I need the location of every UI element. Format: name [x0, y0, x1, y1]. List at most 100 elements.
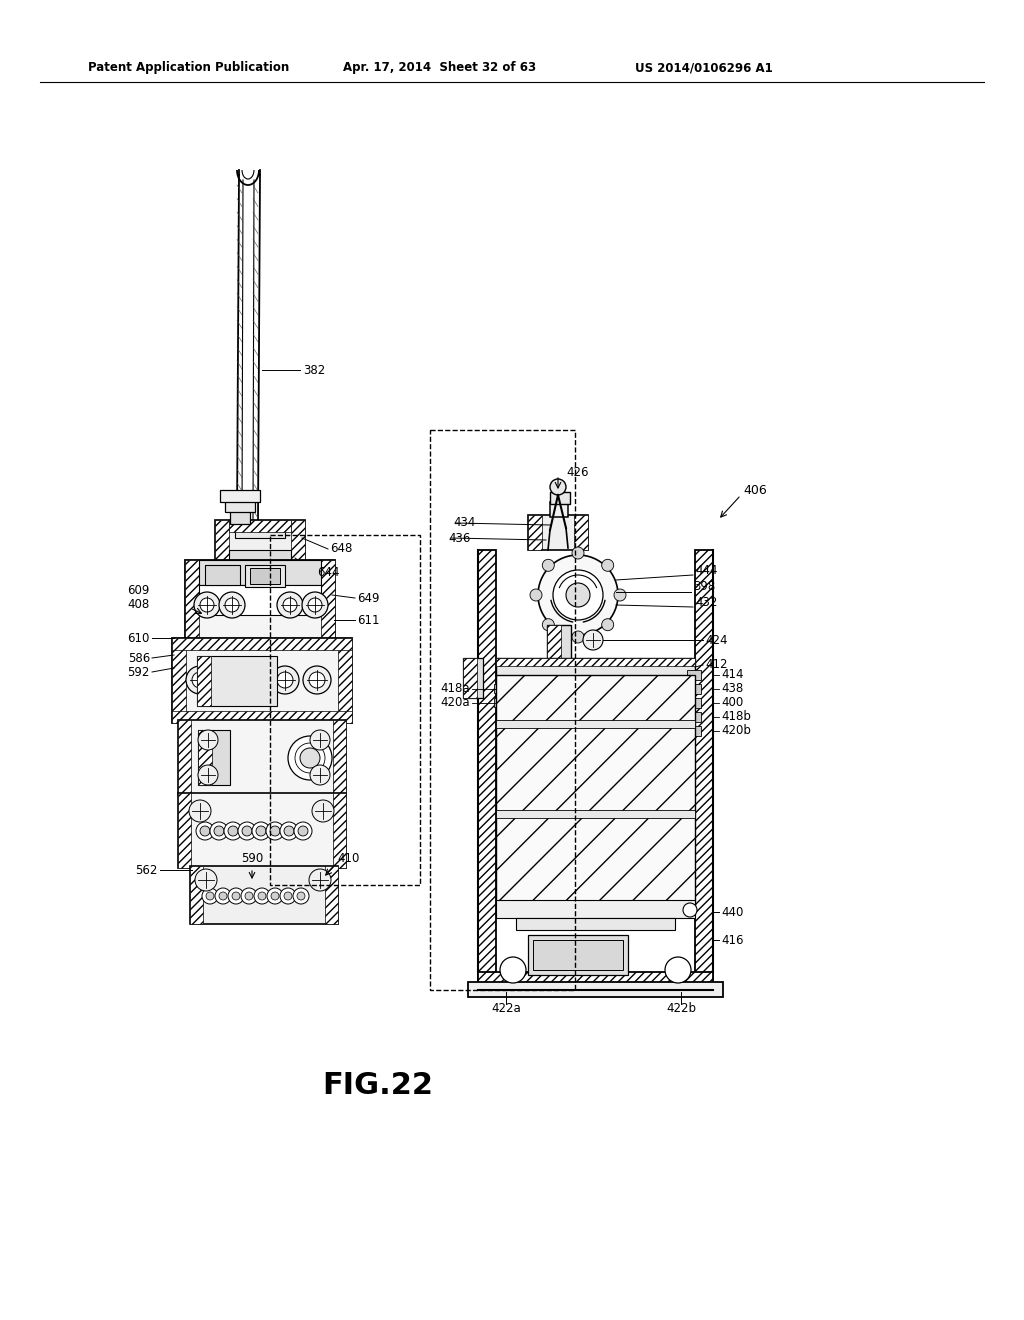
Circle shape [543, 560, 554, 572]
Bar [496, 657, 695, 676]
Bar [245, 565, 285, 587]
Bar [172, 711, 352, 723]
Bar [270, 535, 420, 884]
Bar [687, 698, 701, 708]
Bar [234, 520, 285, 539]
Bar [463, 657, 477, 698]
Bar [338, 638, 352, 723]
Text: 418b: 418b [721, 710, 751, 723]
Text: FIG.22: FIG.22 [323, 1071, 433, 1100]
Circle shape [602, 560, 613, 572]
Text: 562: 562 [135, 863, 158, 876]
Circle shape [258, 892, 266, 900]
Circle shape [245, 892, 253, 900]
Circle shape [302, 591, 328, 618]
Text: 590: 590 [241, 851, 263, 865]
Text: 648: 648 [330, 543, 352, 556]
Circle shape [218, 667, 246, 694]
Text: 408: 408 [128, 598, 150, 611]
Text: 592: 592 [128, 665, 150, 678]
Circle shape [614, 589, 626, 601]
Bar [215, 520, 229, 565]
Circle shape [224, 672, 240, 688]
Bar [496, 657, 695, 667]
Bar [496, 810, 695, 818]
Circle shape [202, 888, 218, 904]
Bar [225, 500, 255, 512]
Bar [547, 624, 561, 660]
Bar [185, 560, 335, 640]
Bar [550, 502, 568, 517]
Circle shape [297, 892, 305, 900]
Bar [198, 730, 230, 785]
Text: 414: 414 [721, 668, 743, 681]
Circle shape [310, 730, 330, 750]
Text: 422a: 422a [492, 1002, 521, 1015]
Bar [215, 520, 305, 565]
Circle shape [309, 869, 331, 891]
Circle shape [278, 591, 303, 618]
Bar [687, 726, 701, 737]
Text: 436: 436 [449, 532, 470, 544]
Bar [178, 719, 346, 795]
Circle shape [572, 631, 584, 643]
Bar [463, 657, 483, 698]
Text: 434: 434 [453, 516, 475, 529]
Bar [230, 510, 250, 524]
Text: 432: 432 [695, 595, 718, 609]
Circle shape [284, 892, 292, 900]
Circle shape [284, 826, 294, 836]
Bar [478, 550, 496, 990]
Circle shape [683, 903, 697, 917]
Text: 416: 416 [721, 933, 743, 946]
Text: 412: 412 [705, 659, 727, 672]
Circle shape [206, 892, 214, 900]
Bar [197, 656, 278, 706]
Bar [190, 866, 203, 924]
Bar [197, 656, 211, 706]
Bar [494, 698, 506, 708]
Circle shape [283, 598, 297, 612]
Circle shape [254, 888, 270, 904]
Bar [172, 638, 352, 649]
Text: 440: 440 [721, 906, 743, 919]
Text: 426: 426 [566, 466, 589, 479]
Text: 611: 611 [357, 614, 380, 627]
Text: 586: 586 [128, 652, 150, 664]
Circle shape [530, 589, 542, 601]
Circle shape [583, 630, 603, 649]
Text: 400: 400 [721, 697, 743, 710]
Circle shape [224, 822, 242, 840]
Bar [291, 520, 305, 565]
Circle shape [665, 957, 691, 983]
Circle shape [225, 598, 239, 612]
Circle shape [293, 888, 309, 904]
Circle shape [310, 766, 330, 785]
Circle shape [210, 822, 228, 840]
Bar [687, 684, 701, 694]
Circle shape [500, 957, 526, 983]
Text: 649: 649 [357, 591, 380, 605]
Circle shape [228, 888, 244, 904]
Bar [178, 793, 191, 869]
Circle shape [219, 892, 227, 900]
Circle shape [288, 737, 332, 780]
Circle shape [219, 591, 245, 618]
Bar [496, 719, 695, 729]
Bar [229, 550, 291, 565]
Circle shape [194, 591, 220, 618]
Bar [333, 793, 346, 869]
Circle shape [214, 826, 224, 836]
Bar [547, 624, 571, 660]
Bar [528, 935, 628, 975]
Bar [185, 560, 199, 640]
Text: 398: 398 [693, 581, 715, 594]
Text: 420b: 420b [721, 725, 751, 738]
Circle shape [189, 800, 211, 822]
Circle shape [602, 619, 613, 631]
Text: 424: 424 [705, 634, 727, 647]
Circle shape [256, 826, 266, 836]
Text: 610: 610 [128, 631, 150, 644]
Text: 438: 438 [721, 682, 743, 696]
Bar [229, 520, 291, 532]
